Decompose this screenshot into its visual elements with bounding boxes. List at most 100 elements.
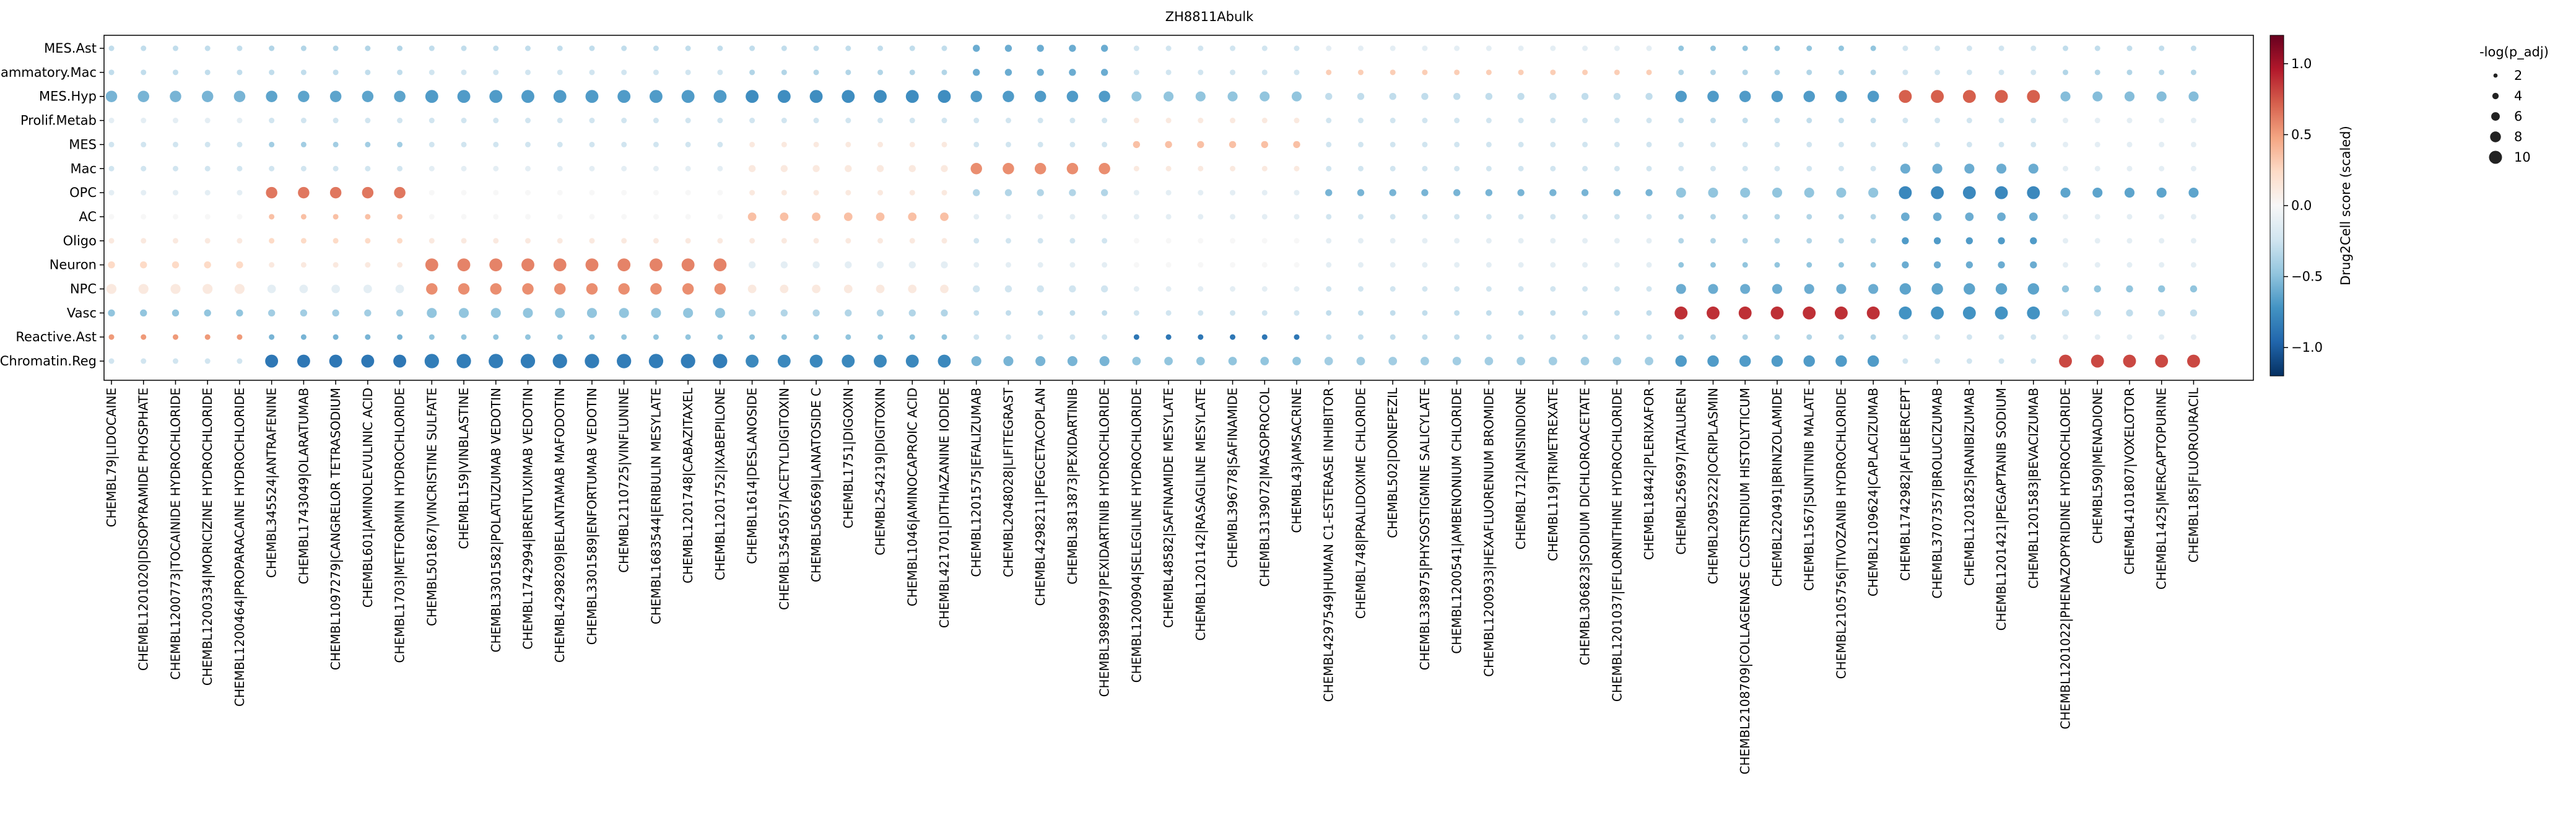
dot-mark [1550, 310, 1556, 316]
row-label: Chromatin.Reg [0, 354, 97, 369]
dot-mark [2126, 45, 2133, 51]
dot-mark [1838, 141, 1844, 147]
dot-mark [237, 141, 243, 147]
row-label: Vasc [67, 305, 97, 320]
dot-mark [1933, 212, 1942, 221]
dot-mark [1646, 334, 1652, 340]
dot-mark [108, 238, 115, 244]
dot-mark [1550, 141, 1556, 147]
dot-mark [1934, 358, 1941, 364]
dot-mark [1230, 165, 1236, 172]
column-label: CHEMBL1201583|BEVACIZUMAB [2026, 388, 2041, 589]
dot-mark [2159, 45, 2165, 51]
dot-mark [2061, 285, 2069, 293]
dot-mark [681, 258, 695, 272]
dot-mark [1646, 45, 1652, 51]
dot-mark [2126, 334, 2133, 340]
dot-mark [781, 190, 787, 196]
dot-mark [2092, 91, 2103, 102]
dot-mark [141, 214, 147, 220]
dot-mark [108, 261, 115, 269]
dot-mark [1197, 141, 1204, 149]
dot-mark [426, 283, 438, 295]
dot-mark [1133, 118, 1139, 124]
dot-mark [1003, 163, 1014, 175]
dot-mark [1902, 334, 1908, 340]
dot-mark [237, 45, 243, 51]
dot-mark [1966, 358, 1972, 364]
dot-mark [1770, 306, 1784, 320]
dot-mark [394, 186, 406, 199]
dot-mark [2091, 354, 2104, 368]
dot-mark [331, 284, 340, 294]
dot-mark [108, 45, 115, 51]
dot-mark [333, 165, 339, 172]
column-label: CHEMBL1200933|HEXAFLUORENIUM BROMIDE [1481, 388, 1496, 677]
dot-mark [1678, 141, 1684, 147]
dot-mark [971, 355, 981, 367]
dot-mark [940, 212, 949, 221]
dot-mark [429, 214, 435, 220]
dot-mark [1997, 212, 2006, 221]
dot-mark [1069, 238, 1076, 244]
dot-mark [1099, 163, 1110, 175]
dot-mark [1066, 90, 1079, 102]
dot-mark [1261, 190, 1268, 196]
dot-mark [780, 309, 788, 317]
dot-mark [1453, 189, 1461, 196]
dot-mark [1357, 69, 1364, 76]
dot-mark [941, 334, 947, 340]
dot-mark [713, 258, 727, 272]
dot-mark [1037, 69, 1044, 76]
dot-mark [1678, 165, 1684, 172]
dot-mark [717, 69, 723, 76]
dot-mark [1261, 310, 1268, 316]
dot-mark [748, 261, 756, 269]
y-axis: MES.Ast Inflammatory.Mac MES.Hyp Prolif.Met… [0, 41, 104, 369]
dot-mark [237, 118, 243, 124]
dot-mark [397, 334, 403, 340]
dot-mark [1325, 93, 1333, 100]
dot-mark [108, 190, 115, 196]
dot-mark [1678, 45, 1684, 51]
dot-mark [1004, 69, 1012, 76]
column-label: CHEMBL2095222|OCRIPLASMIN [1706, 388, 1721, 584]
dot-mark [2159, 262, 2165, 268]
dot-mark [1454, 214, 1460, 220]
column-label: CHEMBL1201142|RASAGILINE MESYLATE [1193, 388, 1208, 641]
dot-mark [1003, 90, 1014, 102]
dot-mark [1100, 45, 1108, 52]
row-label: MES.Hyp [39, 89, 97, 104]
dot-mark [1037, 189, 1044, 196]
dot-mark [781, 69, 787, 76]
dot-mark [269, 118, 275, 124]
dot-mark [329, 354, 342, 368]
column-label: CHEMBL1201748|CABAZITAXEL [681, 387, 695, 583]
dot-mark [1614, 286, 1620, 292]
dot-mark [2094, 214, 2100, 220]
dot-mark [1517, 189, 1525, 196]
dot-mark [2092, 188, 2103, 198]
colorbar-tick-label: 1.0 [2291, 56, 2312, 71]
dot-mark [1485, 93, 1493, 100]
column-label: CHEMBL119|TRIMETREXATE [1546, 388, 1560, 561]
dot-mark [1230, 190, 1236, 196]
dot-mark [1772, 188, 1783, 198]
dot-mark [1550, 214, 1556, 220]
dot-mark [170, 90, 181, 102]
dot-mark [1294, 286, 1300, 292]
dot-mark [1962, 90, 1976, 103]
dot-mark [1198, 118, 1204, 124]
dot-mark [524, 190, 531, 196]
dot-mark [1966, 334, 1972, 340]
dot-mark [2190, 285, 2198, 293]
dot-mark [1165, 310, 1172, 316]
dot-mark [397, 214, 403, 220]
dot-mark [108, 165, 115, 172]
dot-mark [1230, 45, 1236, 51]
dot-mark [1034, 163, 1046, 175]
dot-mark [970, 163, 982, 175]
dot-mark [461, 190, 467, 196]
dot-mark [940, 284, 949, 294]
